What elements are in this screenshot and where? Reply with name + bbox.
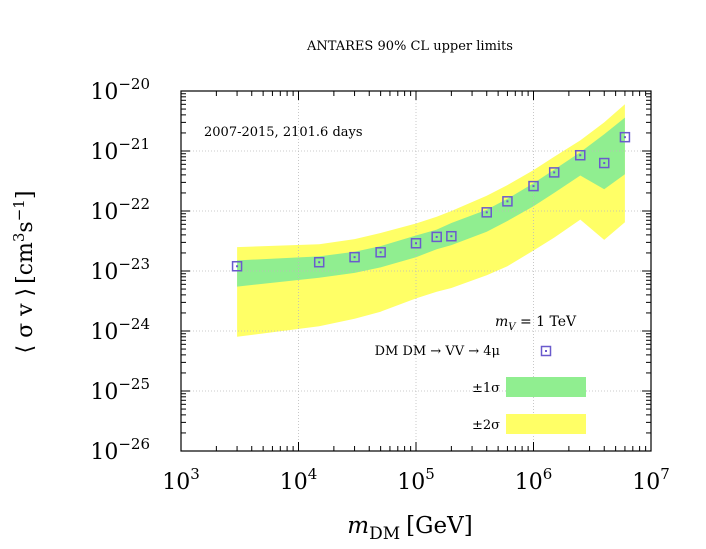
marker-dot xyxy=(353,256,356,259)
marker-square xyxy=(481,207,492,218)
data-point xyxy=(548,167,560,178)
marker-square xyxy=(446,230,457,242)
x-tick-label: 106 xyxy=(515,465,553,495)
y-tick-label: 10−20 xyxy=(90,75,150,105)
y-axis-label: ⟨ σ v ⟩[cm3s−1] xyxy=(10,191,38,354)
x-tick-label: 105 xyxy=(397,465,435,495)
marker-dot xyxy=(415,242,417,245)
data-point xyxy=(575,149,586,161)
legend-marker xyxy=(540,345,552,357)
marker-square xyxy=(375,247,386,258)
marker-square xyxy=(528,180,539,192)
chart-title: ANTARES 90% CL upper limits xyxy=(306,39,513,54)
data-point xyxy=(528,180,539,192)
marker-dot xyxy=(506,200,509,203)
marker-square xyxy=(231,260,243,272)
marker-dot xyxy=(532,185,535,188)
y-tick-label: 10−24 xyxy=(90,315,150,345)
axis-ticks xyxy=(180,90,652,452)
x-tick-label: 107 xyxy=(632,465,670,495)
marker-dot xyxy=(545,350,547,352)
legend-swatch-band1 xyxy=(506,377,586,397)
band-1sigma xyxy=(237,117,625,287)
marker-dot xyxy=(603,162,606,165)
marker-square xyxy=(598,157,610,169)
marker-dot xyxy=(553,171,556,174)
data-point xyxy=(349,251,360,263)
marker-square xyxy=(619,131,631,143)
x-tick-label: 104 xyxy=(280,465,318,495)
y-tick-label: 10−26 xyxy=(90,435,150,465)
marker-dot xyxy=(236,265,239,268)
marker-dot xyxy=(318,261,321,264)
data-point xyxy=(446,230,457,242)
data-point xyxy=(313,256,325,268)
legend-swatch-band2 xyxy=(506,414,586,434)
marker-dot xyxy=(450,235,453,238)
y-tick-label: 10−25 xyxy=(90,375,150,405)
confidence-bands xyxy=(237,104,625,337)
data-point xyxy=(410,238,422,249)
marker-dot xyxy=(623,136,626,139)
marker-square xyxy=(431,231,442,243)
data-point xyxy=(431,231,442,243)
data-point xyxy=(598,157,610,169)
legend-marker-symbol xyxy=(540,345,552,357)
legend-label-band2: ±2σ xyxy=(472,418,500,433)
legend-label-band1: ±1σ xyxy=(472,381,500,396)
marker-square xyxy=(575,149,586,161)
marker-square xyxy=(410,238,422,249)
marker-dot xyxy=(379,251,382,254)
marker-dot xyxy=(579,154,582,157)
data-point xyxy=(481,207,492,218)
x-tick-label: 103 xyxy=(162,465,200,495)
data-point xyxy=(231,260,243,272)
band-2sigma xyxy=(237,104,625,337)
marker-square xyxy=(349,251,360,263)
marker-square xyxy=(313,256,325,268)
marker-square xyxy=(540,345,552,357)
data-point xyxy=(375,247,386,258)
data-point xyxy=(502,196,513,207)
y-tick-label: 10−21 xyxy=(90,135,150,165)
legend: mV = 1 TeV DM DM → VV → 4μ ±1σ ±2σ xyxy=(375,314,586,434)
data-point xyxy=(619,131,631,143)
grid xyxy=(181,91,651,451)
chart-annotation: 2007-2015, 2101.6 days xyxy=(204,125,363,140)
data-points xyxy=(231,131,631,272)
marker-square xyxy=(502,196,513,207)
legend-label-marker: DM DM → VV → 4μ xyxy=(375,344,500,359)
y-tick-label: 10−23 xyxy=(90,255,150,285)
tick-labels: 103 104 105 106 107 10−20 10−21 10−22 10−23 10−24… xyxy=(90,75,669,495)
x-axis-label: mDM [GeV] xyxy=(347,513,472,544)
marker-dot xyxy=(435,235,438,238)
y-tick-label: 10−22 xyxy=(90,195,150,225)
legend-header: mV = 1 TeV xyxy=(495,314,577,333)
marker-dot xyxy=(485,211,488,214)
marker-square xyxy=(548,167,560,178)
